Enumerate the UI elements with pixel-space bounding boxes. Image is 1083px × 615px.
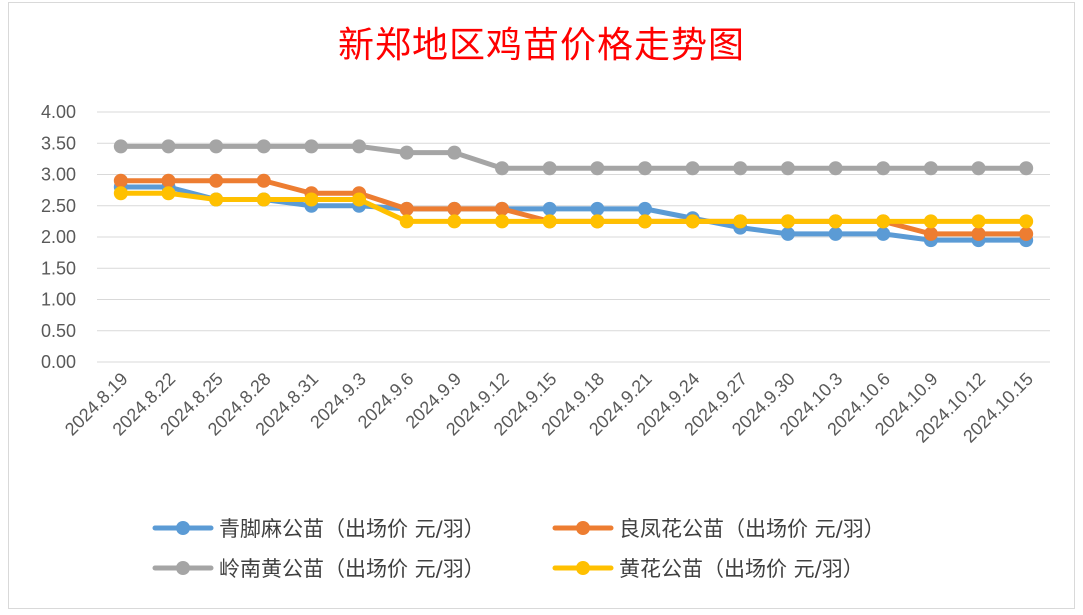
data-point bbox=[780, 226, 795, 241]
legend-swatch-marker bbox=[576, 521, 590, 535]
data-point bbox=[399, 145, 414, 160]
data-point bbox=[256, 192, 271, 207]
data-point bbox=[971, 161, 986, 176]
data-point bbox=[447, 201, 462, 216]
data-point bbox=[876, 226, 891, 241]
data-point bbox=[971, 214, 986, 229]
series-line bbox=[118, 184, 1029, 243]
data-point bbox=[447, 214, 462, 229]
data-point bbox=[542, 161, 557, 176]
data-point bbox=[590, 201, 605, 216]
data-point bbox=[971, 226, 986, 241]
series-line bbox=[118, 190, 1029, 224]
data-point bbox=[828, 214, 843, 229]
legend-item: 良凤花公苗（出场价 元/羽） bbox=[552, 517, 885, 541]
legend-item: 青脚麻公苗（出场价 元/羽） bbox=[152, 517, 485, 541]
data-point bbox=[304, 139, 319, 154]
data-point bbox=[304, 192, 319, 207]
y-tick-label: 0.50 bbox=[41, 321, 76, 341]
data-point bbox=[637, 214, 652, 229]
data-point bbox=[780, 214, 795, 229]
data-point bbox=[161, 173, 176, 188]
series-line bbox=[118, 143, 1029, 171]
data-point bbox=[923, 214, 938, 229]
chart-frame bbox=[8, 2, 1075, 609]
y-tick-label: 0.00 bbox=[41, 352, 76, 372]
data-point bbox=[352, 139, 367, 154]
data-point bbox=[685, 214, 700, 229]
data-point bbox=[685, 161, 700, 176]
data-point bbox=[542, 214, 557, 229]
series-lines bbox=[113, 139, 1034, 248]
data-point bbox=[590, 161, 605, 176]
data-point bbox=[256, 139, 271, 154]
data-point bbox=[876, 161, 891, 176]
y-tick-label: 3.50 bbox=[41, 133, 76, 153]
data-point bbox=[161, 186, 176, 201]
series-2 bbox=[113, 139, 1034, 176]
data-point bbox=[113, 139, 128, 154]
legend-item: 岭南黄公苗（出场价 元/羽） bbox=[152, 557, 485, 581]
data-point bbox=[209, 192, 224, 207]
data-point bbox=[1019, 214, 1034, 229]
data-point bbox=[399, 201, 414, 216]
data-point bbox=[495, 201, 510, 216]
data-point bbox=[113, 186, 128, 201]
data-point bbox=[209, 173, 224, 188]
x-axis-ticks: 2024.8.192024.8.222024.8.252024.8.282024… bbox=[61, 369, 1037, 447]
data-point bbox=[209, 139, 224, 154]
y-tick-label: 2.00 bbox=[41, 227, 76, 247]
data-point bbox=[733, 161, 748, 176]
data-point bbox=[352, 192, 367, 207]
data-point bbox=[876, 214, 891, 229]
data-point bbox=[733, 214, 748, 229]
legend: 青脚麻公苗（出场价 元/羽） 良凤花公苗（出场价 元/羽） 岭南黄公苗（出场价 元/… bbox=[152, 517, 885, 581]
legend-label: 良凤花公苗（出场价 元/羽） bbox=[619, 517, 885, 541]
legend-label: 黄花公苗（出场价 元/羽） bbox=[619, 557, 864, 581]
data-point bbox=[923, 226, 938, 241]
data-point bbox=[495, 161, 510, 176]
data-point bbox=[1019, 161, 1034, 176]
y-tick-label: 3.00 bbox=[41, 165, 76, 185]
data-point bbox=[590, 214, 605, 229]
data-point bbox=[256, 173, 271, 188]
data-point bbox=[923, 161, 938, 176]
data-point bbox=[637, 161, 652, 176]
chart-title: 新郑地区鸡苗价格走势图 bbox=[337, 25, 745, 66]
data-point bbox=[113, 173, 128, 188]
series-3 bbox=[113, 186, 1034, 229]
data-point bbox=[542, 201, 557, 216]
data-point bbox=[399, 214, 414, 229]
data-point bbox=[637, 201, 652, 216]
data-point bbox=[161, 139, 176, 154]
y-tick-label: 2.50 bbox=[41, 196, 76, 216]
data-point bbox=[1019, 226, 1034, 241]
legend-item: 黄花公苗（出场价 元/羽） bbox=[552, 557, 864, 581]
y-tick-label: 1.00 bbox=[41, 290, 76, 310]
legend-swatch-marker bbox=[176, 561, 190, 575]
data-point bbox=[780, 161, 795, 176]
legend-swatch-marker bbox=[176, 521, 190, 535]
y-tick-label: 4.00 bbox=[41, 102, 76, 122]
y-tick-label: 1.50 bbox=[41, 258, 76, 278]
data-point bbox=[828, 226, 843, 241]
data-point bbox=[495, 214, 510, 229]
data-point bbox=[828, 161, 843, 176]
legend-label: 岭南黄公苗（出场价 元/羽） bbox=[219, 557, 485, 581]
legend-label: 青脚麻公苗（出场价 元/羽） bbox=[219, 517, 485, 541]
y-axis-ticks: 0.00 0.50 1.00 1.50 2.00 2.50 3.00 3.50 4.00 bbox=[41, 102, 76, 372]
data-point bbox=[447, 145, 462, 160]
legend-swatch-marker bbox=[576, 561, 590, 575]
gridlines bbox=[97, 111, 1050, 363]
